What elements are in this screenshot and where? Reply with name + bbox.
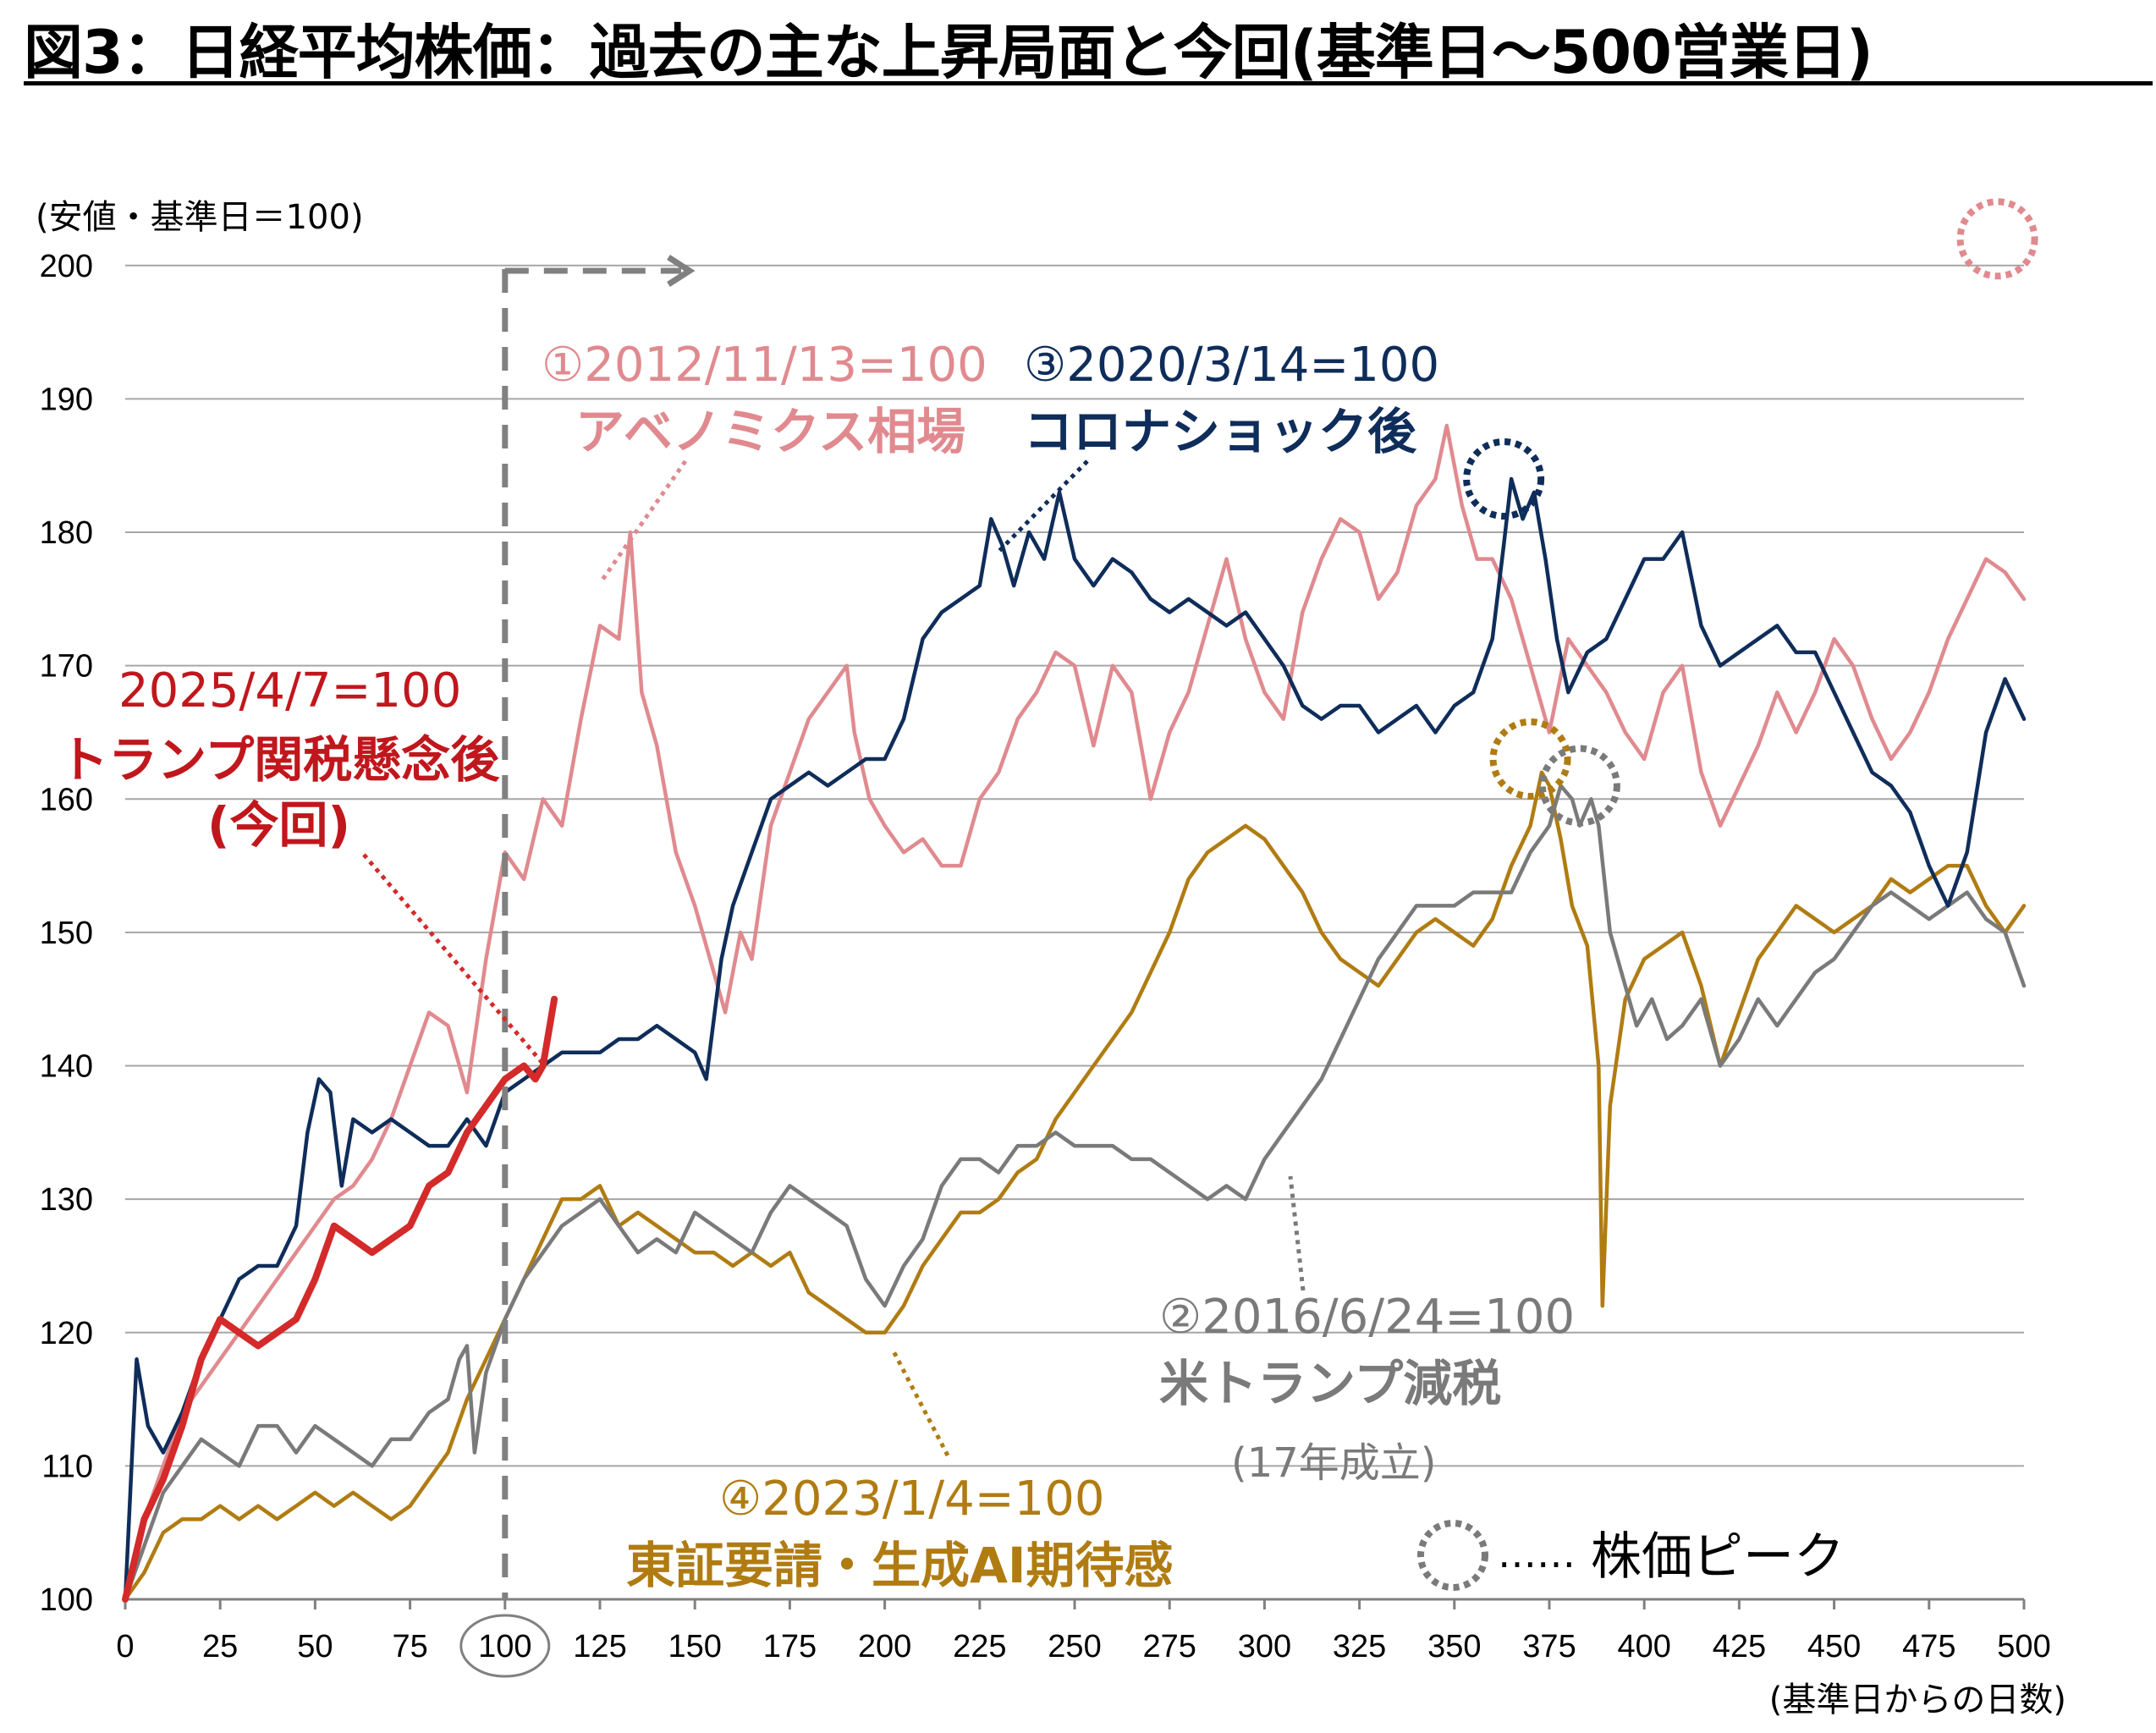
series-line-abenomics bbox=[123, 423, 2027, 1602]
reference-arrow-head bbox=[667, 255, 696, 287]
y-tick-label-170: 170 bbox=[40, 649, 93, 685]
leader-line-tse2023 bbox=[890, 1348, 950, 1457]
x-tick-label-100: 100 bbox=[478, 1629, 531, 1664]
x-tick-label-475: 475 bbox=[1902, 1629, 1955, 1664]
x-tick-label-350: 350 bbox=[1427, 1629, 1481, 1664]
leader-line-trump2016 bbox=[1288, 1175, 1306, 1291]
y-unit-label: (安値・基準日＝100) bbox=[36, 198, 364, 237]
y-tick-label-130: 130 bbox=[40, 1182, 93, 1218]
y-tick-label-150: 150 bbox=[40, 916, 93, 951]
overlay bbox=[362, 198, 2038, 1678]
x-tick-label-0: 0 bbox=[116, 1629, 134, 1664]
tse2023-name-label: 東証要請・生成AI期待感 bbox=[626, 1537, 1173, 1594]
peak-marker-trump2016 bbox=[1538, 745, 1620, 827]
x-tick-label-200: 200 bbox=[858, 1629, 911, 1664]
series-line-corona bbox=[123, 476, 2027, 1602]
x-tick-label-25: 25 bbox=[202, 1629, 238, 1664]
series-line-trump2016 bbox=[123, 784, 2027, 1602]
corona-date-label: ③2020/3/14=100 bbox=[1024, 338, 1439, 393]
y-tick-label-100: 100 bbox=[40, 1582, 93, 1618]
title-underline bbox=[24, 81, 2153, 85]
x-tick-label-250: 250 bbox=[1048, 1629, 1101, 1664]
x-tick-label-500: 500 bbox=[1997, 1629, 2050, 1664]
peak-marker-corona bbox=[1463, 438, 1545, 520]
x-tick-label-125: 125 bbox=[573, 1629, 626, 1664]
trump2016-name-label: 米トランプ減税 bbox=[1159, 1355, 1501, 1412]
x-tick-label-375: 375 bbox=[1522, 1629, 1576, 1664]
leader-line-abenomics bbox=[600, 459, 688, 581]
trump2016-note-label: (17年成立) bbox=[1231, 1439, 1437, 1487]
tariff-note-label: (今回) bbox=[207, 796, 350, 854]
y-tick-label-110: 110 bbox=[41, 1449, 93, 1484]
y-tick-label-180: 180 bbox=[40, 515, 93, 551]
trump2016-date-label: ②2016/6/24=100 bbox=[1159, 1290, 1575, 1345]
series-line-tse2023 bbox=[123, 770, 2027, 1602]
x-tick-label-300: 300 bbox=[1238, 1629, 1291, 1664]
tariff-name-label: トランプ関税懸念後 bbox=[59, 731, 500, 789]
x-tick-label-425: 425 bbox=[1713, 1629, 1766, 1664]
abenomics-name-label: アベノミクス相場 bbox=[575, 403, 965, 460]
tse2023-date-label: ④2023/1/4=100 bbox=[719, 1472, 1105, 1527]
x-tick-label-50: 50 bbox=[297, 1629, 333, 1664]
y-tick-labels: 100 110 120 130 140 150 160 170 180 190 200 bbox=[40, 249, 93, 1618]
peak-marker-tse2023 bbox=[1489, 718, 1571, 800]
chart-title: 図3：日経平均株価：過去の主な上昇局面と今回(基準日～500営業日) bbox=[24, 18, 1873, 87]
x-tick-label-400: 400 bbox=[1617, 1629, 1670, 1664]
y-tick-label-160: 160 bbox=[40, 782, 93, 817]
x-tick-label-225: 225 bbox=[953, 1629, 1006, 1664]
series-line-tariff2025 bbox=[122, 995, 558, 1603]
legend-label: 株価ピーク bbox=[1591, 1527, 1845, 1587]
leader-line-tariff2025 bbox=[362, 853, 543, 1064]
legend-peak-circle bbox=[1417, 1520, 1488, 1591]
x-tick-circle bbox=[459, 1614, 551, 1678]
legend-dots: …… bbox=[1498, 1531, 1576, 1576]
x-tick-label-150: 150 bbox=[668, 1629, 721, 1664]
y-tick-label-190: 190 bbox=[40, 382, 93, 417]
y-tick-label-120: 120 bbox=[40, 1316, 93, 1351]
x-tick-label-450: 450 bbox=[1807, 1629, 1861, 1664]
abenomics-date-label: ①2012/11/13=100 bbox=[542, 338, 987, 393]
y-tick-label-200: 200 bbox=[40, 249, 93, 284]
x-tick-labels: 0 25 50 75 100 125 150 175 200 225 250 275 300 325 350… bbox=[116, 1629, 2050, 1664]
x-tick-label-275: 275 bbox=[1142, 1629, 1196, 1664]
corona-name-label: コロナショック後 bbox=[1024, 403, 1417, 460]
axes bbox=[124, 1598, 2026, 1609]
tariff-date-label: 2025/4/7=100 bbox=[118, 663, 461, 718]
y-tick-label-140: 140 bbox=[40, 1049, 93, 1085]
series-lines bbox=[122, 423, 2027, 1603]
x-tick-label-175: 175 bbox=[763, 1629, 817, 1664]
peak-marker-abenomics bbox=[1956, 198, 2038, 280]
x-tick-label-325: 325 bbox=[1333, 1629, 1386, 1664]
leader-line-corona bbox=[997, 459, 1089, 553]
x-tick-label-75: 75 bbox=[392, 1629, 427, 1664]
x-unit-label: (基準日からの日数) bbox=[1769, 1681, 2066, 1719]
